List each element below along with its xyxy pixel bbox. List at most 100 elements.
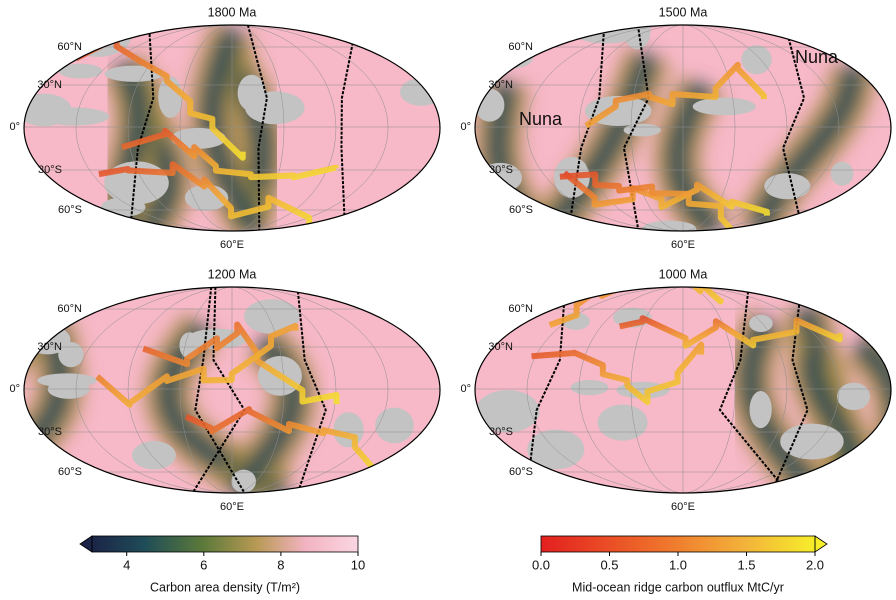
lat-label: 60°S [58,466,82,478]
lat-label: 30°S [489,426,513,438]
colorbar: 0.0 0.5 1.0 1.5 2.0 Mid-ocean ridge carbon ou… [532,535,828,594]
density-band-core [749,64,863,231]
lat-label: 60°N [508,41,533,53]
lat-label: 60°S [509,204,533,216]
meridian [179,287,285,493]
colorbar-tick-label: 6 [200,557,207,572]
density-band-core [24,330,32,493]
colorbar-tick-label: 10 [351,557,365,572]
plate-boundary [296,287,327,493]
colorbar-tick-label: 0.0 [532,557,550,572]
continent [830,161,854,186]
continent [244,299,300,334]
map-outline [474,286,892,494]
region-label: Nuna [795,47,839,67]
colorbar-body [541,536,815,552]
continent [475,88,505,122]
plate-boundary [718,287,789,493]
plate-boundary [129,25,155,231]
meridian [526,287,840,493]
ridge [142,321,340,405]
meridian [630,25,736,231]
continent [37,373,97,388]
map-panel: 1500 Ma 60°N 30°N 0° 30°S 60°S 60°E Nuna Nuna [460,5,892,251]
continent [231,469,257,493]
ridge [562,170,770,216]
map-panel: 1000 Ma 60°N 30°N 0° 30°S 60°S 60°E [460,267,892,513]
plate-boundary [340,25,358,231]
colorbar-tick-label: 8 [277,557,284,572]
map-body [475,25,891,231]
density-bands [475,47,876,231]
lat-label: 0° [460,383,471,395]
continent [104,65,164,82]
meridian [75,287,389,493]
plate-boundary [194,287,246,493]
map-body [24,287,440,493]
continent [837,382,870,411]
continent [333,412,364,448]
lat-label: 0° [9,121,20,133]
ridge [584,61,767,129]
lat-label: 0° [460,121,471,133]
meridian [179,25,285,231]
continent [749,390,772,429]
lat-label: 30°N [37,79,62,91]
ridge [559,171,747,231]
continent [749,314,773,333]
continent [692,97,756,116]
continent [245,91,305,125]
lat-label: 30°S [38,164,62,176]
lat-label: 30°N [488,79,513,91]
ridge [98,161,313,229]
colorbar-extend [79,535,93,553]
lat-label: 30°S [38,426,62,438]
continent [375,407,414,444]
lat-label: 60°N [57,41,82,53]
plate-boundary [191,287,246,493]
ridge [619,315,843,349]
panel-title: 1000 Ma [659,267,708,281]
continent [570,379,609,396]
lat-label: 30°N [37,341,62,353]
density-band-core [667,80,724,231]
lat-label: 30°S [489,164,513,176]
density-band-core [852,336,891,493]
colorbar-frame [91,535,359,553]
lon-label: 60°E [671,501,695,513]
ridge [548,287,724,328]
continent [642,220,697,231]
continent [58,341,84,368]
colorbar-extend [814,535,828,553]
ridge [121,127,340,181]
density-band [24,320,41,493]
colorbar-tick-label: 4 [123,557,130,572]
lat-label: 60°N [508,303,533,315]
continent [131,441,176,470]
continent [623,123,661,137]
ridge [184,406,384,480]
lat-label: 60°S [58,204,82,216]
ridge [74,34,246,161]
lat-label: 60°S [509,466,533,478]
meridian [526,25,840,231]
colorbar: 4 6 8 10 Carbon area density (T/m²) [79,535,365,594]
colorbar-tick-label: 2.0 [806,557,824,572]
colorbar-tick-label: 1.0 [669,557,687,572]
plate-boundary [246,25,268,231]
continent [475,389,540,433]
map-outline [23,286,441,494]
map-panel: 1800 Ma 60°N 30°N 0° 30°S 60°S 60°E [9,5,441,251]
lon-label: 60°E [671,239,695,251]
plate-boundary [781,25,806,231]
continent [865,297,891,324]
lon-label: 60°E [220,239,244,251]
lat-label: 60°N [57,303,82,315]
colorbar-tick-label: 1.5 [737,557,755,572]
colorbar-label: Carbon area density (T/m²) [150,580,300,594]
colorbar-body [92,536,358,552]
continent [399,78,440,106]
meridian [578,287,788,493]
panel-title: 1500 Ma [659,5,708,19]
